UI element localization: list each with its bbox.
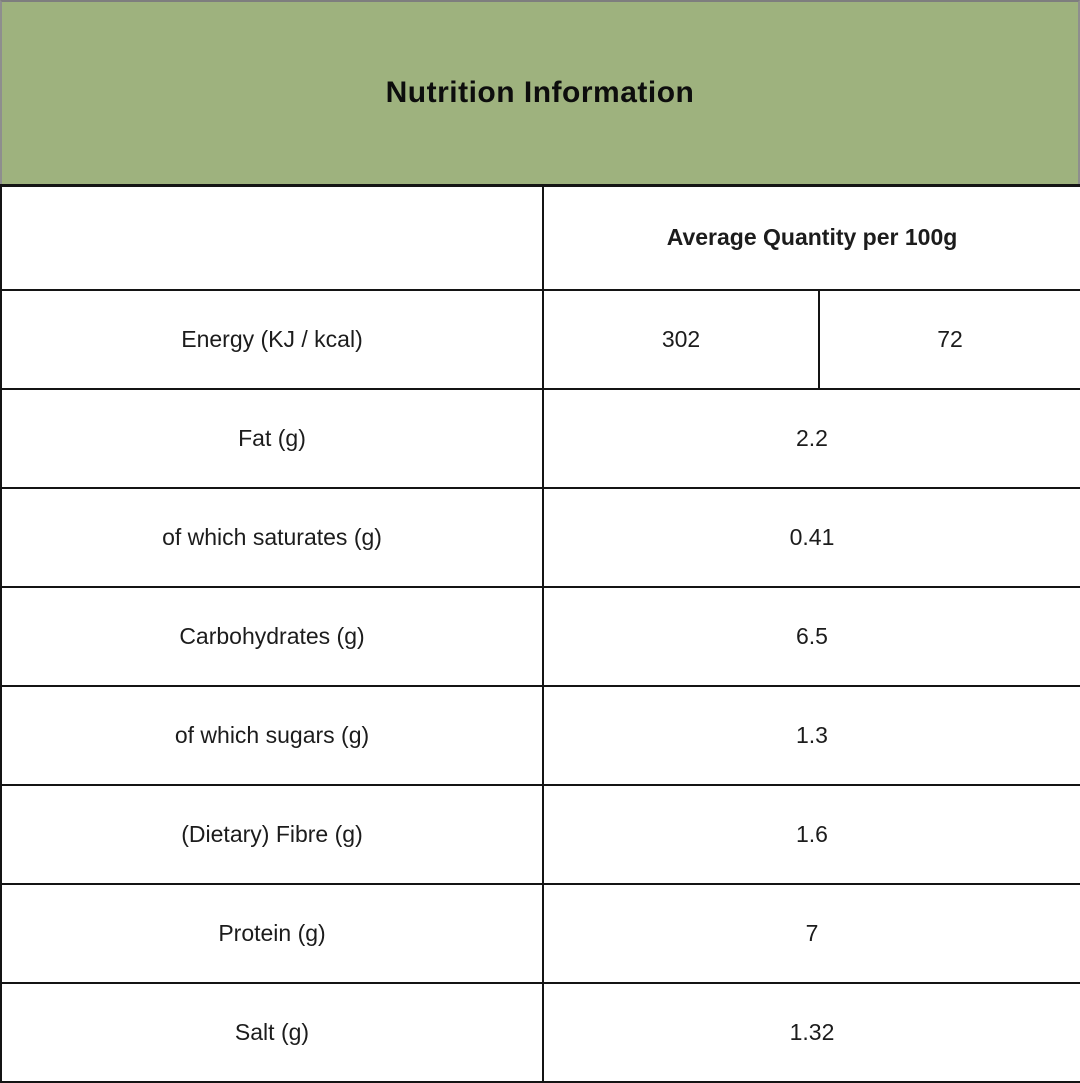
nutrient-value: 7 — [542, 882, 1080, 984]
nutrient-value: 1.6 — [542, 783, 1080, 885]
row-fibre: (Dietary) Fibre (g) 1.6 — [0, 783, 1080, 885]
banner: Nutrition Information — [0, 0, 1080, 184]
nutrition-table: Average Quantity per 100g Energy (KJ / k… — [0, 184, 1080, 1083]
row-carbohydrates: Carbohydrates (g) 6.5 — [0, 585, 1080, 687]
row-salt: Salt (g) 1.32 — [0, 981, 1080, 1083]
average-quantity-header: Average Quantity per 100g — [542, 184, 1080, 291]
row-saturates: of which saturates (g) 0.41 — [0, 486, 1080, 588]
empty-corner-cell — [0, 184, 544, 291]
nutrient-value: 0.41 — [542, 486, 1080, 588]
nutrient-value-kj: 302 — [542, 288, 820, 390]
nutrient-label: of which saturates (g) — [0, 486, 544, 588]
nutrient-label: Salt (g) — [0, 981, 544, 1083]
row-fat: Fat (g) 2.2 — [0, 387, 1080, 489]
nutrient-label: (Dietary) Fibre (g) — [0, 783, 544, 885]
nutrient-label: of which sugars (g) — [0, 684, 544, 786]
nutrient-value: 1.32 — [542, 981, 1080, 1083]
nutrient-label: Fat (g) — [0, 387, 544, 489]
nutrient-value: 2.2 — [542, 387, 1080, 489]
nutrient-label: Protein (g) — [0, 882, 544, 984]
page-title: Nutrition Information — [385, 76, 695, 109]
column-header-row: Average Quantity per 100g — [0, 184, 1080, 291]
nutrient-label: Carbohydrates (g) — [0, 585, 544, 687]
nutrient-label: Energy (KJ / kcal) — [0, 288, 544, 390]
row-protein: Protein (g) 7 — [0, 882, 1080, 984]
nutrient-value-kcal: 72 — [818, 288, 1080, 390]
nutrient-value: 6.5 — [542, 585, 1080, 687]
row-energy: Energy (KJ / kcal) 302 72 — [0, 288, 1080, 390]
row-sugars: of which sugars (g) 1.3 — [0, 684, 1080, 786]
nutrient-value: 1.3 — [542, 684, 1080, 786]
